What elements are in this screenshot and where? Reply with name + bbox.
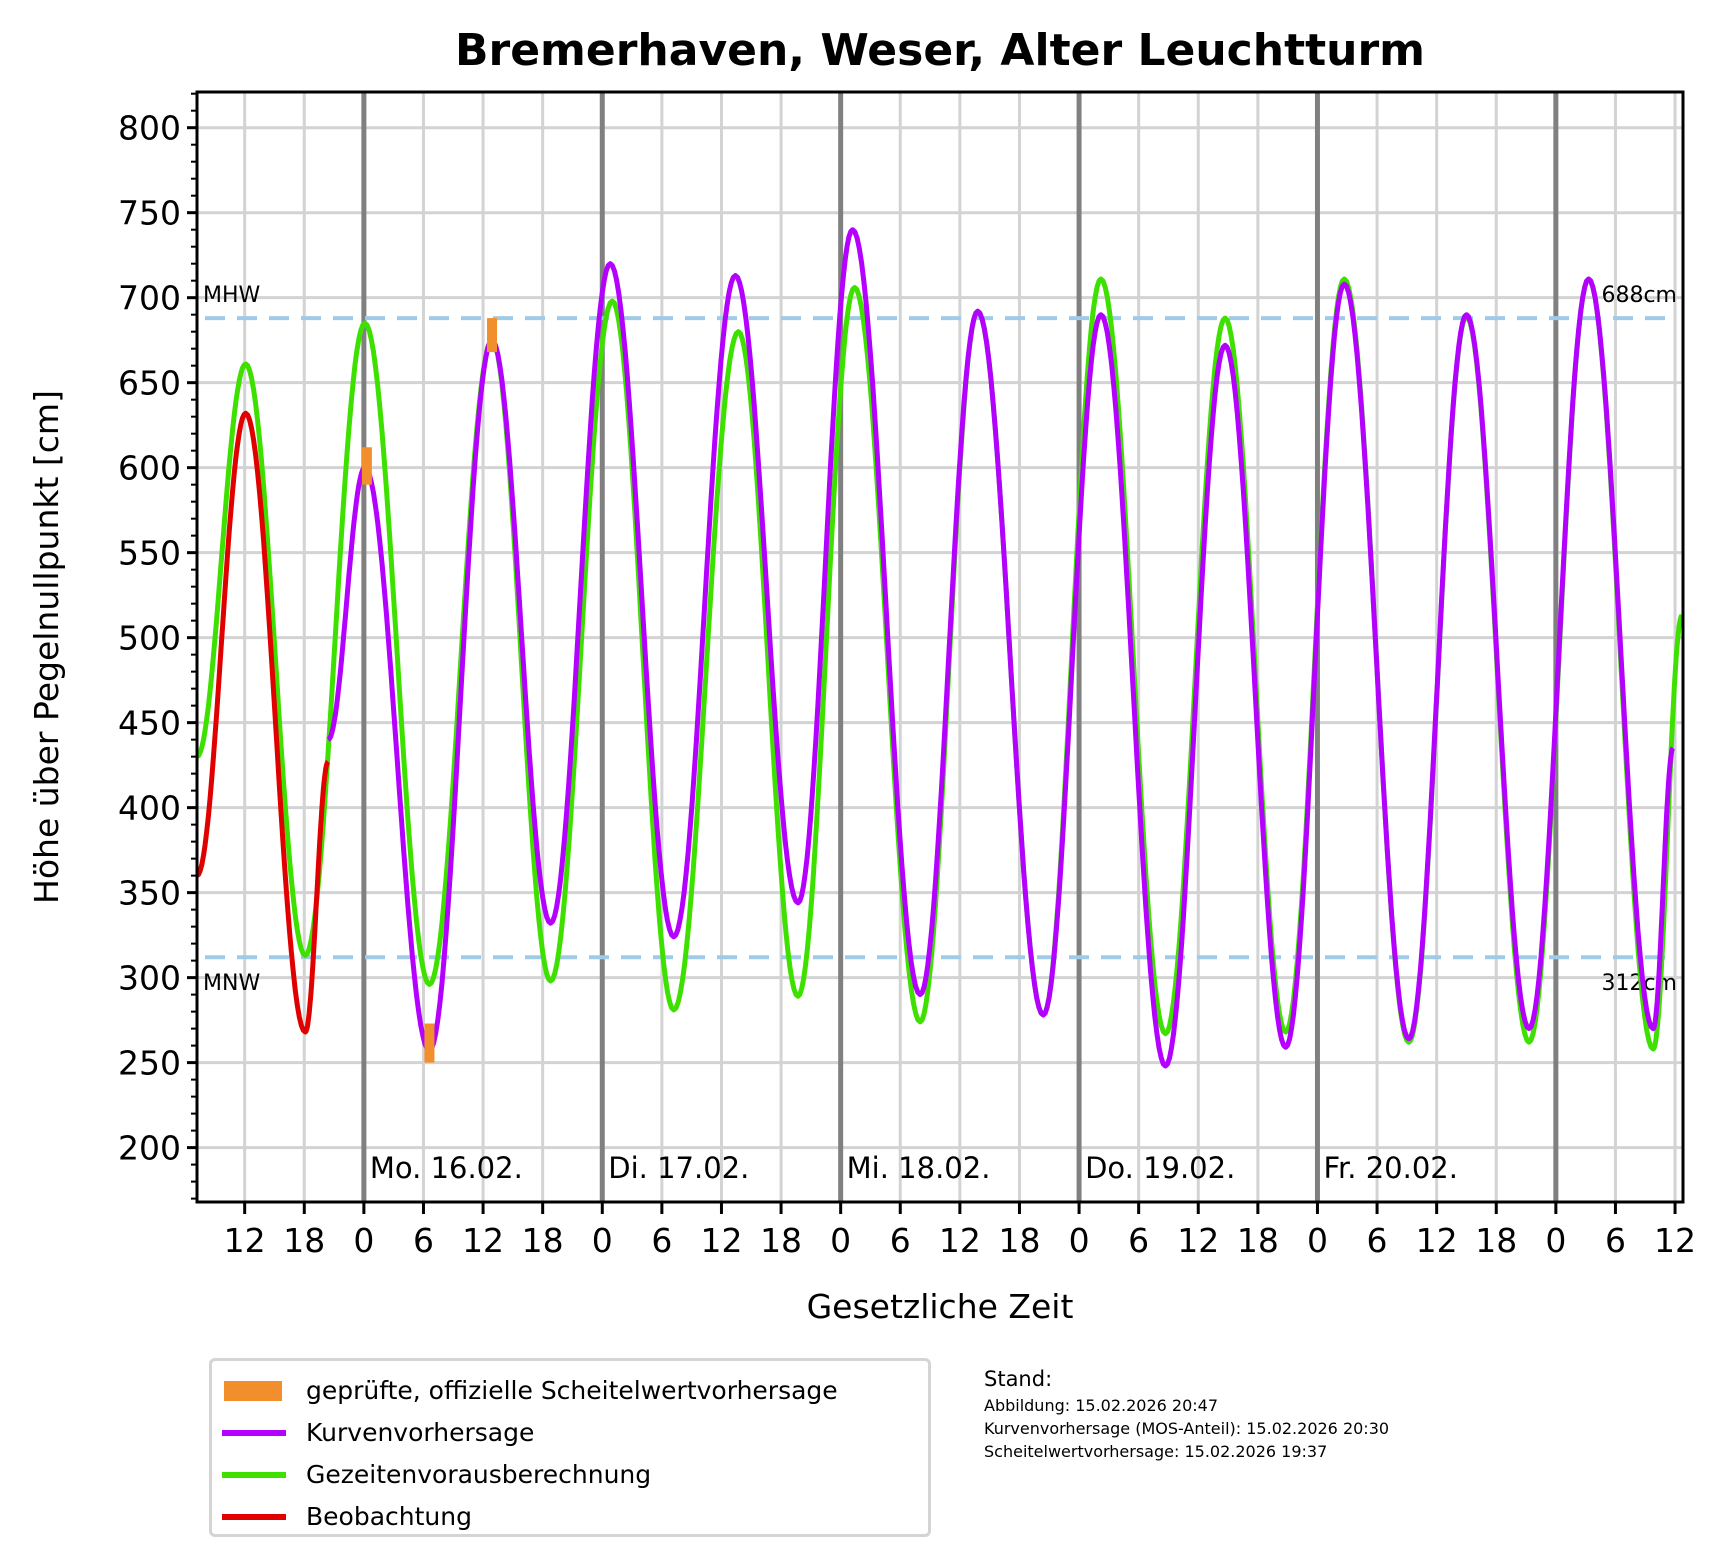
legend-swatch-beobachtung bbox=[222, 1514, 286, 1520]
series-line-beobachtung bbox=[197, 410, 330, 1035]
y-tick-label: 700 bbox=[118, 279, 181, 318]
y-tick-label: 350 bbox=[118, 874, 181, 913]
legend: geprüfte, offizielle Scheitelwertvorhers… bbox=[209, 1358, 931, 1537]
crest-forecast-mark bbox=[424, 1023, 435, 1063]
x-tick-label: 6 bbox=[1605, 1221, 1626, 1260]
day-labels: Mo. 16.02. Di. 17.02. Mi. 18.02. Do. 19.02.… bbox=[370, 1151, 1458, 1185]
series bbox=[197, 227, 1683, 1069]
x-tick-label: 0 bbox=[1545, 1221, 1566, 1260]
x-tick-label: 6 bbox=[651, 1221, 672, 1260]
y-axis: 200 250 300 350 400 450 500 550 600 650 700 750 800 bbox=[118, 92, 197, 1200]
y-tick-label: 650 bbox=[118, 364, 181, 403]
day-label: Fr. 20.02. bbox=[1323, 1151, 1458, 1185]
x-tick-label: 12 bbox=[1416, 1221, 1458, 1260]
day-lines bbox=[361, 92, 1559, 1202]
x-tick-label: 18 bbox=[283, 1221, 325, 1260]
y-tick-label: 450 bbox=[118, 704, 181, 743]
series-line-kurvenvorhersage bbox=[326, 227, 1675, 1069]
x-tick-label: 18 bbox=[522, 1221, 564, 1260]
x-tick-label: 6 bbox=[413, 1221, 434, 1260]
y-tick-label: 600 bbox=[118, 449, 181, 488]
reference-label-left: MNW bbox=[203, 971, 260, 996]
y-tick-label: 200 bbox=[118, 1129, 181, 1168]
y-tick-label: 550 bbox=[118, 534, 181, 573]
y-tick-label: 750 bbox=[118, 194, 181, 233]
y-tick-label: 300 bbox=[118, 959, 181, 998]
legend-swatch-crest bbox=[224, 1381, 282, 1401]
y-tick-label: 800 bbox=[118, 109, 181, 148]
series-line-gezeitenvorausberechnung bbox=[197, 276, 1683, 1052]
x-tick-label: 0 bbox=[353, 1221, 374, 1260]
crest-forecasts bbox=[361, 318, 498, 1063]
day-label: Mo. 16.02. bbox=[370, 1151, 523, 1185]
x-tick-label: 0 bbox=[1069, 1221, 1090, 1260]
tide-chart: Bremerhaven, Weser, Alter Leuchtturm MHW… bbox=[27, 25, 1696, 1326]
day-label: Do. 19.02. bbox=[1085, 1151, 1235, 1185]
status-line-kurvenvorhersage: Kurvenvorhersage (MOS-Anteil): 15.02.202… bbox=[984, 1419, 1390, 1438]
crest-forecast-mark bbox=[361, 447, 372, 485]
x-tick-label: 6 bbox=[1367, 1221, 1388, 1260]
x-tick-label: 12 bbox=[1177, 1221, 1219, 1260]
x-tick-label: 12 bbox=[939, 1221, 981, 1260]
legend-swatch-gezeiten bbox=[222, 1472, 286, 1478]
legend-swatch-kurvenvorhersage bbox=[222, 1430, 286, 1436]
x-tick-label: 12 bbox=[462, 1221, 504, 1260]
legend-label: Beobachtung bbox=[306, 1502, 472, 1531]
status-info: Stand: Abbildung: 15.02.2026 20:47 Kurve… bbox=[984, 1364, 1389, 1463]
x-tick-label: 18 bbox=[760, 1221, 802, 1260]
x-tick-label: 18 bbox=[1475, 1221, 1517, 1260]
x-axis-label: Gesetzliche Zeit bbox=[807, 1287, 1074, 1326]
day-label: Mi. 18.02. bbox=[847, 1151, 991, 1185]
x-tick-label: 18 bbox=[1237, 1221, 1279, 1260]
crest-forecast-mark bbox=[487, 318, 498, 353]
reference-label-right: 688cm bbox=[1601, 283, 1677, 308]
plot-frame bbox=[195, 90, 1685, 1204]
x-tick-label: 12 bbox=[1654, 1221, 1696, 1260]
legend-label: Gezeitenvorausberechnung bbox=[306, 1460, 652, 1489]
x-tick-label: 18 bbox=[998, 1221, 1040, 1260]
status-title: Stand: bbox=[984, 1367, 1053, 1391]
y-tick-label: 250 bbox=[118, 1044, 181, 1083]
x-tick-label: 6 bbox=[890, 1221, 911, 1260]
x-tick-label: 6 bbox=[1128, 1221, 1149, 1260]
y-tick-label: 500 bbox=[118, 619, 181, 658]
x-tick-label: 12 bbox=[224, 1221, 266, 1260]
day-label: Di. 17.02. bbox=[608, 1151, 749, 1185]
y-axis-label: Höhe über Pegelnullpunkt [cm] bbox=[27, 390, 66, 904]
legend-label: geprüfte, offizielle Scheitelwertvorhers… bbox=[306, 1376, 838, 1405]
legend-label: Kurvenvorhersage bbox=[306, 1418, 535, 1447]
grid bbox=[197, 92, 1683, 1202]
x-axis: 12 18 0 6 12 18 0 6 12 18 0 6 12 18 0 6 12 18 0 6 12 18 0 6 12 bbox=[224, 1202, 1696, 1260]
status-line-scheitelwert: Scheitelwertvorhersage: 15.02.2026 19:37 bbox=[984, 1442, 1328, 1461]
x-tick-label: 0 bbox=[592, 1221, 613, 1260]
chart-title: Bremerhaven, Weser, Alter Leuchtturm bbox=[455, 25, 1425, 76]
y-tick-label: 400 bbox=[118, 789, 181, 828]
reference-label-left: MHW bbox=[203, 283, 261, 308]
x-tick-label: 12 bbox=[700, 1221, 742, 1260]
x-tick-label: 0 bbox=[830, 1221, 851, 1260]
status-line-abbildung: Abbildung: 15.02.2026 20:47 bbox=[984, 1396, 1219, 1415]
x-tick-label: 0 bbox=[1307, 1221, 1328, 1260]
